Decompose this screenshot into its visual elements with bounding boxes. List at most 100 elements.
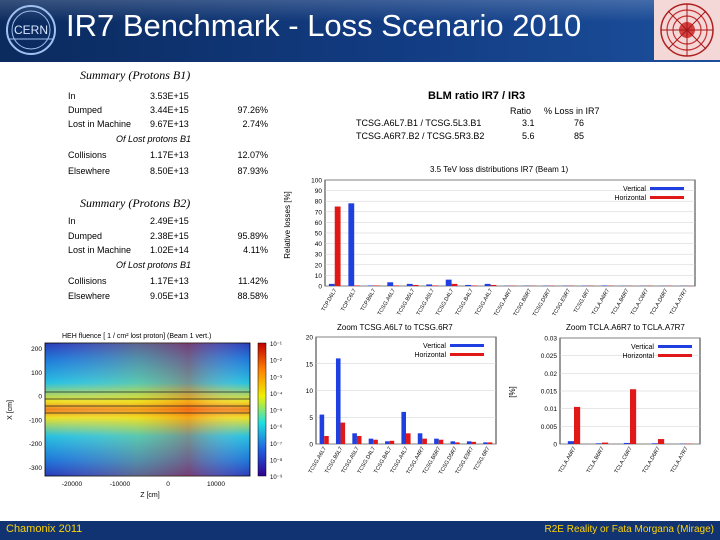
colorbar-tick-label: 10⁻⁸ [270, 457, 283, 464]
y-tick-label: 5 [309, 415, 313, 422]
bar-vertical [387, 282, 394, 286]
footer-left-text: Chamonix 2011 [6, 523, 83, 535]
x-tick-label: TCSG.A4R7 [493, 288, 513, 317]
heatmap-overlay [45, 343, 250, 476]
heatmap-x-tick-label: 10000 [207, 481, 225, 488]
bar-horizontal [630, 389, 637, 444]
y-tick-label: 0.02 [544, 371, 557, 378]
x-tick-label: TCLA.D6R7 [649, 288, 669, 317]
bar-horizontal [438, 439, 444, 444]
row-value: 9.05E+13 [150, 291, 189, 301]
blm-row-ratio: 3.1 [522, 118, 535, 128]
heatmap-contours [45, 391, 250, 414]
heatmap-y-tick-label: -300 [29, 465, 42, 472]
colorbar-tick-label: 10⁻⁹ [270, 474, 283, 481]
x-tick-label: TCLA.A7R7 [670, 446, 690, 474]
zoom1-legend-horizontal-label: Horizontal [414, 352, 446, 359]
heatmap-y-tick-label: -200 [29, 441, 42, 448]
row-pct: 4.11% [243, 245, 268, 255]
bar-horizontal [389, 440, 395, 444]
bar-vertical [426, 284, 433, 286]
y-tick-label: 0.01 [544, 406, 557, 413]
colorbar-tick-label: 10⁻⁷ [270, 441, 282, 448]
x-tick-label: TCSG.A5L7 [416, 288, 436, 317]
slide-title: IR7 Benchmark - Loss Scenario 2010 [66, 8, 582, 43]
footer-right-text: R2E Reality or Fata Morgana (Mirage) [544, 524, 714, 535]
bar-vertical [368, 438, 374, 444]
zoom2-legend-vertical-label: Vertical [631, 344, 654, 351]
row-value: 3.53E+15 [150, 91, 189, 101]
summary-b2-title: Summary (Protons B2) [80, 196, 191, 210]
x-tick-label: TCSG.A4L7 [474, 288, 494, 317]
bar-vertical [466, 441, 472, 444]
bar-horizontal [602, 442, 609, 444]
bar-vertical [484, 283, 491, 286]
x-tick-label: TCSG.6R7 [573, 288, 592, 314]
bar-vertical [601, 285, 608, 286]
row-value: 9.67E+13 [150, 119, 189, 129]
bar-horizontal [334, 206, 341, 286]
x-tick-label: TCLA.A6R7 [558, 446, 578, 474]
bar-vertical [367, 285, 374, 286]
colorbar-tick-label: 10⁻⁵ [270, 408, 283, 415]
row-pct: 2.74% [242, 119, 268, 129]
x-tick-label: TCSG.B4L7 [455, 288, 475, 317]
bar-horizontal [412, 284, 419, 286]
y-tick-label: 0.03 [544, 336, 557, 343]
row-value: 1.02E+14 [150, 245, 189, 255]
bar-vertical [465, 284, 472, 286]
y-tick-label: 0 [318, 284, 322, 291]
colorbar-tick-label: 10⁻⁴ [270, 391, 283, 398]
row-label: In [68, 91, 76, 101]
zoom2-legend-horizontal-label: Horizontal [622, 353, 654, 360]
slide-header: CERN IR7 Benchmark - Loss Scenario 2010 [0, 0, 720, 62]
bar-horizontal [487, 442, 493, 444]
bar-horizontal [455, 442, 460, 444]
colorbar-tick-label: 10⁻² [270, 359, 282, 365]
bar-vertical [450, 441, 456, 444]
bar-horizontal [432, 285, 438, 286]
bar-horizontal [658, 439, 665, 444]
y-tick-label: 0.005 [541, 424, 558, 431]
zoom2-ylabel: [%] [508, 386, 517, 398]
row-label: Collisions [68, 150, 107, 160]
row-label: Dumped [68, 231, 103, 241]
legend-horizontal-swatch [650, 196, 684, 199]
main-chart-ylabel: Relative losses [%] [283, 191, 292, 259]
blm-row-label: TCSG.A6L7.B1 / TCSG.5L3.B1 [356, 118, 482, 128]
heatmap-ylabel: X [cm] [7, 400, 14, 420]
cern-logo-icon: CERN [6, 5, 56, 55]
row-label: Dumped [68, 105, 103, 115]
x-tick-label: TCLA.A6R7 [591, 288, 611, 316]
row-value: 3.44E+15 [150, 105, 189, 115]
bar-vertical [623, 442, 630, 444]
x-tick-label: TCSG.6R7 [473, 446, 492, 472]
blm-header-loss: % Loss in IR7 [544, 106, 600, 116]
heatmap-x-tick-label: 0 [166, 481, 170, 488]
row-label: Collisions [68, 276, 107, 286]
zoom1-title: Zoom TCSG.A6L7 to TCSG.6R7 [337, 323, 453, 332]
heatmap-x-tick-label: -20000 [62, 481, 83, 488]
heatmap-x-tick-label: -10000 [110, 481, 131, 488]
x-tick-label: TCP.D6L7 [321, 288, 339, 313]
table-row: Lost in Machine 1.02E+14 4.11% [68, 245, 268, 257]
blm-ratio-title: BLM ratio IR7 / IR3 [428, 90, 526, 102]
zoom1-legend-horizontal-swatch [450, 353, 484, 356]
heatmap-y-tick-label: 0 [38, 394, 42, 401]
y-tick-label: 0.025 [541, 353, 558, 360]
bar-vertical [401, 411, 406, 444]
x-tick-label: TCLA.B6R7 [586, 446, 606, 474]
bar-horizontal [354, 285, 361, 286]
y-tick-label: 0.015 [541, 389, 558, 396]
blm-row-ratio: 5.6 [522, 131, 535, 141]
row-pct: 97.26% [237, 105, 268, 115]
bar-vertical [483, 442, 488, 444]
bar-vertical [567, 441, 574, 444]
table-row: Elsewhere 9.05E+13 88.58% [68, 291, 268, 303]
colorbar-tick-label: 10⁻¹ [270, 342, 282, 348]
bar-vertical [385, 441, 390, 444]
row-label: In [68, 216, 76, 226]
bar-horizontal [422, 438, 427, 444]
zoom1-legend-vertical-swatch [450, 344, 484, 347]
